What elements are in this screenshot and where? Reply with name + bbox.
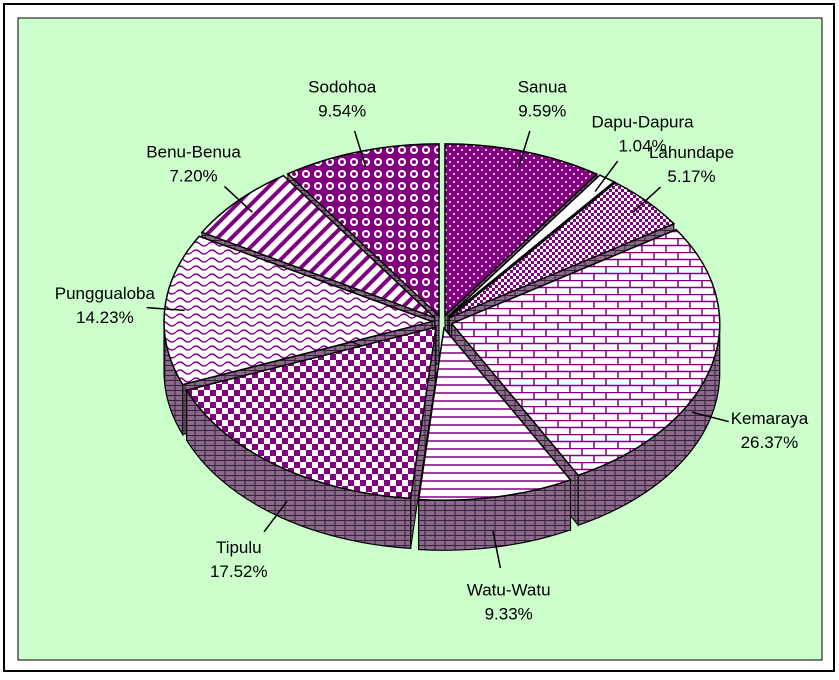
leader-line: [146, 306, 185, 312]
value-label: 26.37%: [741, 433, 799, 452]
value-label: 9.33%: [485, 604, 533, 623]
category-label: Tipulu: [216, 538, 262, 557]
slice: [450, 228, 721, 477]
leader-line: [517, 130, 531, 168]
slice: [286, 143, 440, 318]
leader-line: [353, 130, 367, 168]
value-label: 14.23%: [76, 308, 134, 327]
leader-line: [594, 160, 619, 193]
value-label: 5.17%: [667, 167, 715, 186]
category-label: Benu-Benua: [146, 142, 241, 161]
slice: [185, 326, 437, 500]
leader-line: [631, 186, 662, 214]
slice: [447, 174, 616, 318]
value-label: 9.59%: [518, 102, 566, 121]
slice: [200, 174, 436, 319]
labels: Sanua 9.59% Dapu-Dapura 1.04%Lahundape 5.17%…: [55, 77, 809, 623]
value-label: 7.20%: [169, 166, 217, 185]
category-label: Lahundape: [649, 143, 734, 162]
category-label: Watu-Watu: [467, 580, 551, 599]
tops: [163, 143, 721, 502]
category-label: Punggualoba: [55, 284, 156, 303]
leader-line: [223, 185, 253, 213]
leader-line: [263, 500, 288, 533]
value-label: 9.54%: [318, 101, 366, 120]
slice: [448, 181, 676, 319]
leader-line: [691, 411, 729, 423]
category-label: Sanua: [518, 78, 568, 97]
value-label: 1.04%: [618, 137, 666, 156]
category-label: Dapu-Dapura: [592, 113, 695, 132]
leader-line: [492, 530, 502, 569]
category-label: Sodohoa: [308, 77, 377, 96]
value-label: 17.52%: [210, 562, 268, 581]
slice: [444, 143, 599, 318]
slice: [417, 326, 572, 502]
category-label: Kemaraya: [731, 409, 809, 428]
